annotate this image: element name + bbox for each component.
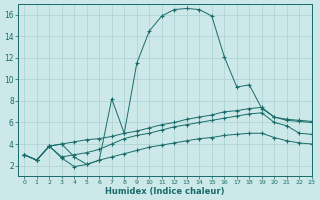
X-axis label: Humidex (Indice chaleur): Humidex (Indice chaleur) [105,187,225,196]
